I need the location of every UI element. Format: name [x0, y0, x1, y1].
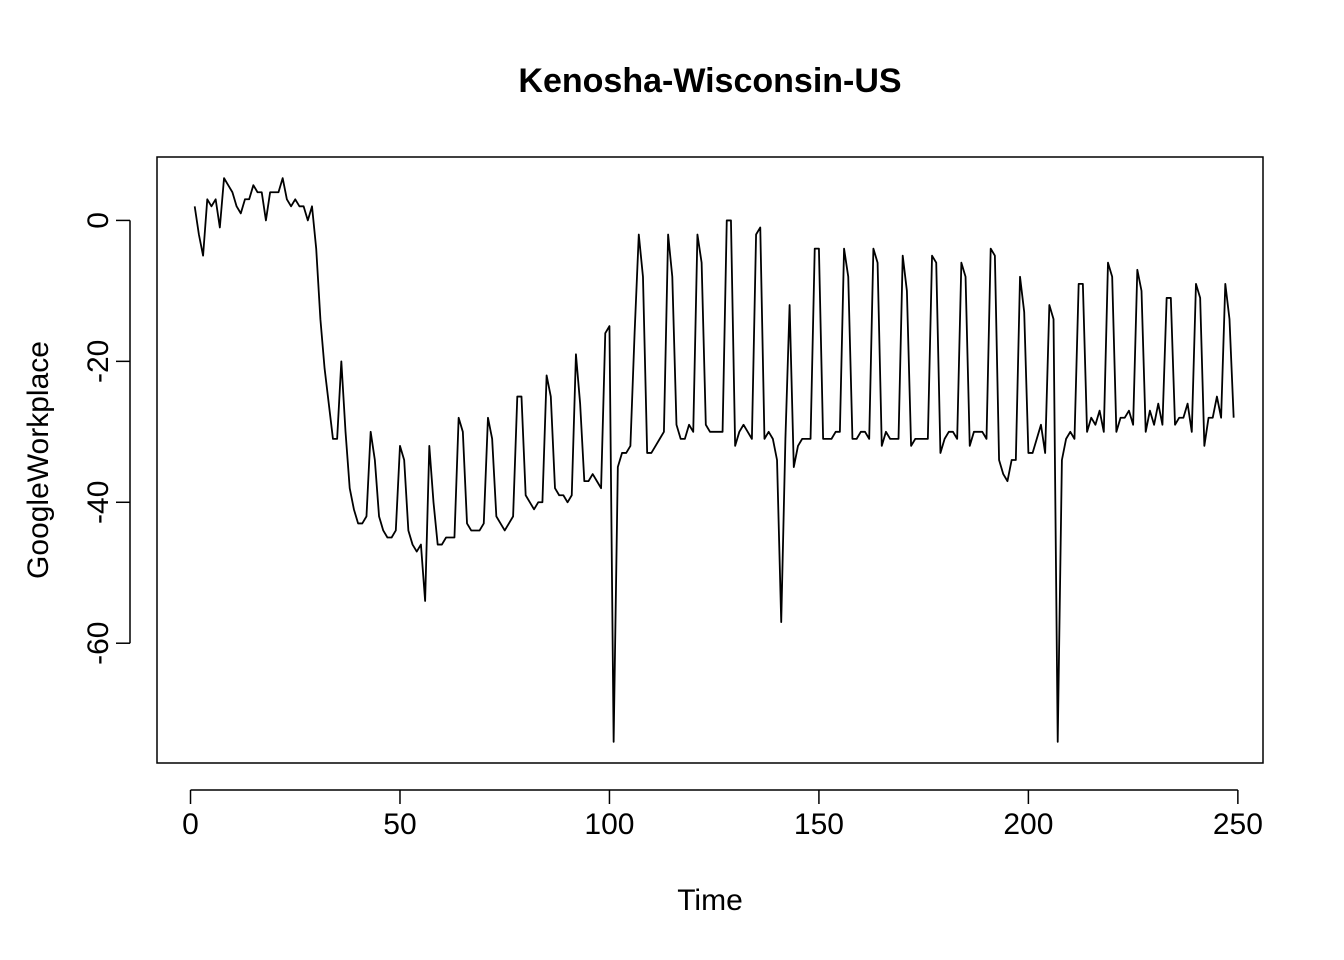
plot-frame [156, 156, 1264, 764]
x-tick-label-0: 0 [182, 808, 199, 841]
x-tick-label-100: 100 [584, 808, 634, 841]
x-tick-label-200: 200 [1003, 808, 1053, 841]
y-tick-label-0: 0 [82, 212, 115, 229]
x-tick-label-250: 250 [1213, 808, 1263, 841]
series-line-0 [193, 177, 1235, 743]
y-tick-label--20: -20 [82, 340, 115, 383]
y-axis-label: GoogleWorkplace [22, 341, 55, 579]
x-axis: 0 50 100 150 200 250 [182, 789, 1263, 841]
y-tick-label--40: -40 [82, 481, 115, 524]
x-tick-label-150: 150 [794, 808, 844, 841]
y-axis: 0 -20 -40 -60 [82, 212, 131, 665]
chart-title: Kenosha-Wisconsin-US [518, 62, 901, 100]
x-tick-label-50: 50 [383, 808, 416, 841]
x-axis-label: Time [677, 884, 743, 917]
y-tick-label--60: -60 [82, 622, 115, 665]
series-layer [193, 177, 1235, 743]
